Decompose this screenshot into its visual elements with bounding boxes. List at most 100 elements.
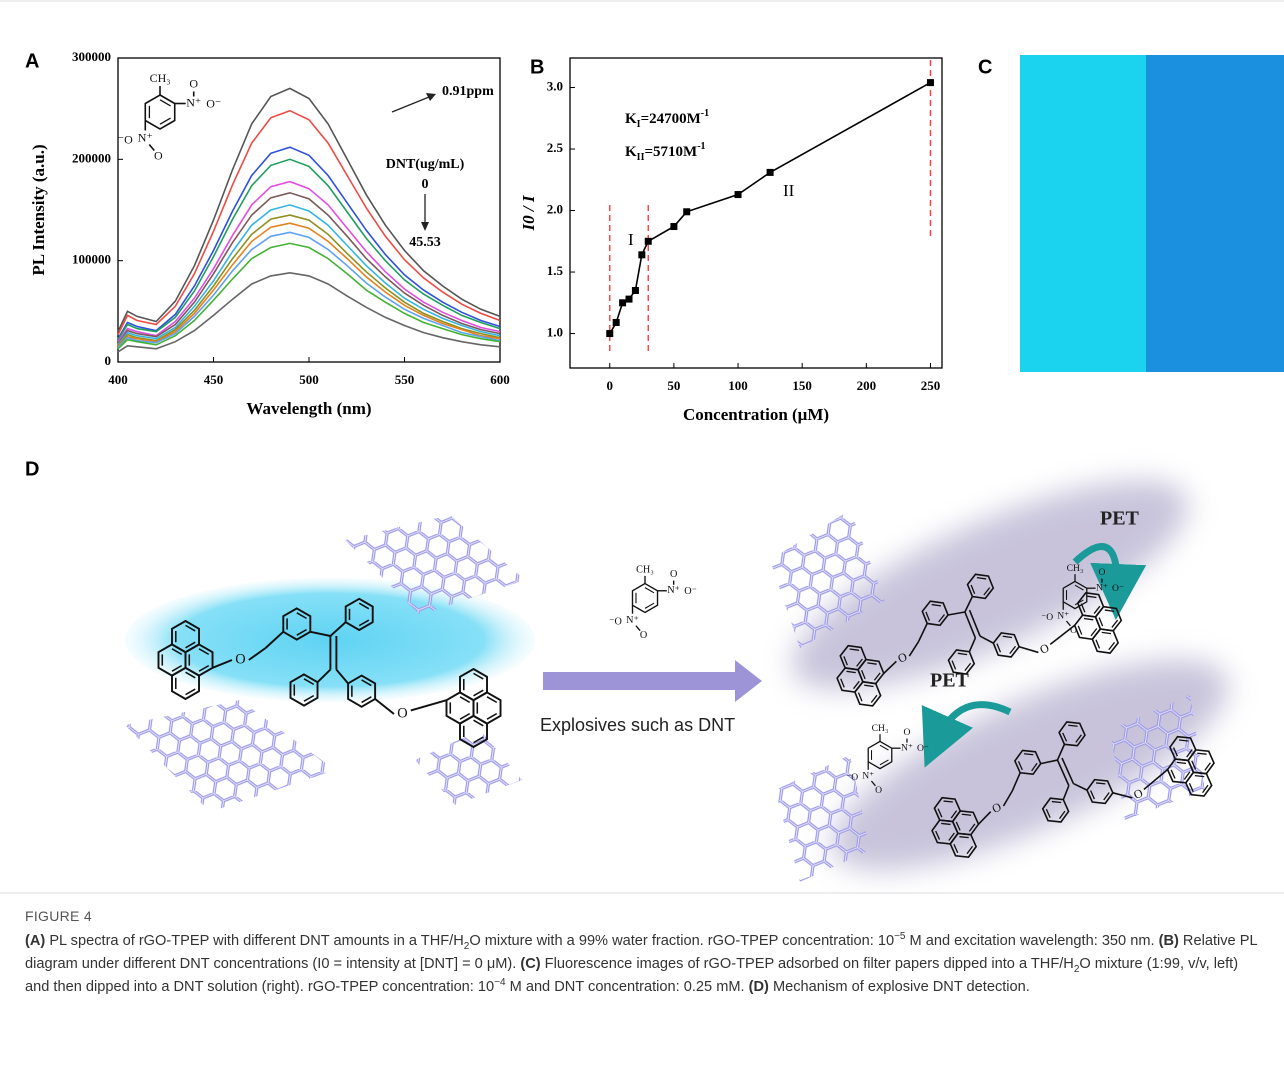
k-value: =24700M <box>641 111 701 127</box>
graphene-sheet <box>125 700 335 812</box>
k-superscript: -1 <box>701 108 709 119</box>
atom-label: N⁺ <box>862 770 874 781</box>
data-point <box>927 79 934 86</box>
atom-label: N⁺ <box>1057 610 1069 621</box>
figure: A B C D Explosives such as DNT PET PET 4… <box>0 0 1284 895</box>
atom-label: N⁺ <box>186 95 201 109</box>
atom-label: N⁺ <box>1096 582 1108 593</box>
x-tick-label: 50 <box>667 378 680 393</box>
bond <box>375 699 394 714</box>
caption-part: M and DNT concentration: 0.25 mM. <box>506 979 749 995</box>
atom-label: O <box>397 705 407 721</box>
spectrum-line <box>118 147 500 339</box>
data-point <box>619 299 626 306</box>
data-point <box>632 287 639 294</box>
atom-label: ⁻O <box>609 617 622 628</box>
atom-label: CH₃ <box>872 723 889 734</box>
rate-constant: KII=5710M-1 <box>625 141 706 163</box>
x-tick-label: 600 <box>490 372 510 387</box>
graphene-sheet <box>415 730 522 805</box>
x-tick-label: 250 <box>921 378 941 393</box>
data-point <box>683 208 690 215</box>
bond <box>411 700 447 710</box>
data-point <box>735 191 742 198</box>
annotation: 45.53 <box>409 235 441 250</box>
x-tick-label: 550 <box>395 372 415 387</box>
k-symbol: K <box>625 111 637 127</box>
atom-label: O <box>235 651 245 667</box>
region-label: I <box>628 230 634 249</box>
panel-label: C <box>978 56 992 78</box>
annotation: 0 <box>422 177 429 192</box>
x-tick-label: 100 <box>728 378 748 393</box>
atom-label: N⁺ <box>667 585 680 596</box>
x-tick-label: 150 <box>792 378 812 393</box>
reaction-arrow <box>543 660 762 702</box>
region-label: II <box>783 181 795 200</box>
bond <box>858 693 862 702</box>
x-tick-label: 500 <box>299 372 319 387</box>
atom-label: O <box>154 148 163 162</box>
caption-part: −5 <box>894 931 905 942</box>
plot-frame <box>570 58 942 368</box>
rate-constant: KI=24700M-1 <box>625 108 709 130</box>
page: A B C D Explosives such as DNT PET PET 4… <box>0 0 1284 1072</box>
atom-label: N⁺ <box>138 130 153 144</box>
figure-caption: FIGURE 4 (A) PL spectra of rGO-TPEP with… <box>25 905 1265 999</box>
ring <box>1090 625 1121 658</box>
y-tick-label: 3.0 <box>547 79 563 94</box>
panel-label: B <box>530 56 544 78</box>
caption-part: (A) <box>25 933 45 949</box>
y-tick-label: 0 <box>105 353 112 368</box>
caption-part: (D) <box>749 979 769 995</box>
atom-label: O <box>670 569 677 580</box>
atom-label: O⁻ <box>917 743 929 754</box>
dnt-structure: CH₃N⁺OO⁻N⁺⁻OO <box>609 564 697 641</box>
caption-part: −4 <box>494 977 505 988</box>
panel-label: A <box>25 50 39 72</box>
data-point <box>645 238 652 245</box>
annotation: 0.91ppm <box>442 84 494 99</box>
annotation-arrowhead <box>421 222 429 231</box>
arrow-label: Explosives such as DNT <box>540 715 735 735</box>
y-tick-label: 2.0 <box>547 202 563 217</box>
y-tick-label: 1.5 <box>547 263 564 278</box>
y-tick-label: 100000 <box>72 252 111 267</box>
atom-label: N⁺ <box>901 742 913 753</box>
y-axis-label: PL Intensity (a.u.) <box>29 144 48 275</box>
atom-label: CH₃ <box>1067 563 1084 574</box>
atom-label: O <box>640 630 647 641</box>
caption-part: (B) <box>1159 933 1179 949</box>
pet-label: PET <box>1100 508 1140 530</box>
bond <box>1078 626 1082 635</box>
k-superscript: -1 <box>697 141 705 152</box>
spectrum-line <box>118 88 500 331</box>
bond <box>1019 641 1038 658</box>
atom-label: ⁻O <box>118 132 133 146</box>
atom-label: O <box>1038 640 1052 656</box>
atom-label: ⁻O <box>1041 612 1053 623</box>
data-point <box>626 296 633 303</box>
data-point <box>767 169 774 176</box>
chart: 4004505005506000100000200000300000Wavele… <box>29 49 510 418</box>
data-point <box>613 319 620 326</box>
bond <box>1099 617 1103 626</box>
x-axis-label: Concentration (μM) <box>683 405 829 424</box>
atom-label: CH₃ <box>636 564 654 575</box>
fluorescence-image-left <box>1020 55 1147 372</box>
x-axis-label: Wavelength (nm) <box>246 399 371 418</box>
data-point <box>670 223 677 230</box>
k-symbol: K <box>625 144 637 160</box>
atom-label: O⁻ <box>1112 583 1124 594</box>
atom-label: O <box>1099 567 1106 578</box>
caption-part: Fluorescence images of rGO-TPEP adsorbed… <box>541 956 1074 972</box>
mechanism-diagram: Explosives such as DNT PET PET <box>125 441 1252 895</box>
atom-label: O⁻ <box>206 96 221 110</box>
x-tick-label: 0 <box>607 378 614 393</box>
annotation: DNT(ug/mL) <box>386 157 465 172</box>
annotation-arrow <box>392 95 434 112</box>
caption-part: PL spectra of rGO-TPEP with different DN… <box>45 933 464 949</box>
k-value: =5710M <box>644 144 697 160</box>
